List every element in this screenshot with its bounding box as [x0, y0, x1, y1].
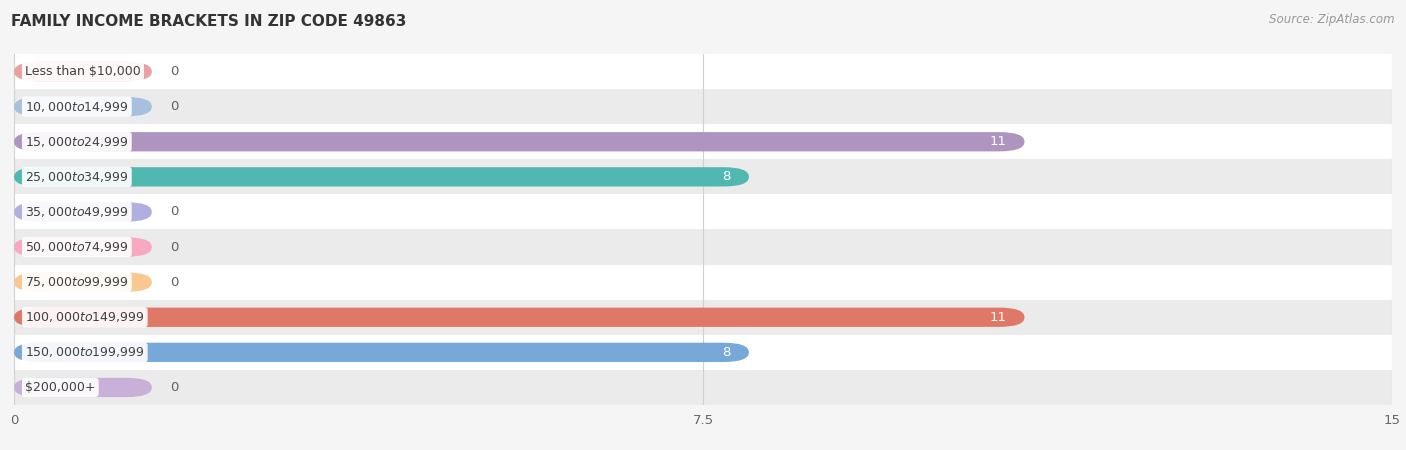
Text: 11: 11: [990, 311, 1007, 324]
Text: Less than $10,000: Less than $10,000: [25, 65, 141, 78]
Text: $35,000 to $49,999: $35,000 to $49,999: [25, 205, 128, 219]
FancyBboxPatch shape: [14, 62, 152, 81]
Bar: [14, 230, 1392, 265]
Text: $25,000 to $34,999: $25,000 to $34,999: [25, 170, 128, 184]
Text: $100,000 to $149,999: $100,000 to $149,999: [25, 310, 145, 324]
Text: 0: 0: [170, 381, 179, 394]
Text: $10,000 to $14,999: $10,000 to $14,999: [25, 99, 128, 114]
Bar: [14, 159, 1392, 194]
FancyBboxPatch shape: [14, 308, 1025, 327]
Bar: [14, 124, 1392, 159]
Bar: [14, 54, 1392, 89]
Text: FAMILY INCOME BRACKETS IN ZIP CODE 49863: FAMILY INCOME BRACKETS IN ZIP CODE 49863: [11, 14, 406, 28]
Text: $50,000 to $74,999: $50,000 to $74,999: [25, 240, 128, 254]
FancyBboxPatch shape: [14, 378, 152, 397]
Text: 0: 0: [170, 65, 179, 78]
Text: $75,000 to $99,999: $75,000 to $99,999: [25, 275, 128, 289]
FancyBboxPatch shape: [14, 167, 749, 186]
Text: 0: 0: [170, 206, 179, 218]
Text: $150,000 to $199,999: $150,000 to $199,999: [25, 345, 145, 360]
Text: 0: 0: [170, 241, 179, 253]
Text: $15,000 to $24,999: $15,000 to $24,999: [25, 135, 128, 149]
FancyBboxPatch shape: [14, 202, 152, 221]
FancyBboxPatch shape: [14, 343, 749, 362]
Text: 0: 0: [170, 100, 179, 113]
Text: 8: 8: [723, 346, 731, 359]
Bar: [14, 89, 1392, 124]
Text: $200,000+: $200,000+: [25, 381, 96, 394]
Text: 8: 8: [723, 171, 731, 183]
FancyBboxPatch shape: [14, 273, 152, 292]
FancyBboxPatch shape: [14, 238, 152, 256]
Bar: [14, 194, 1392, 230]
Text: Source: ZipAtlas.com: Source: ZipAtlas.com: [1270, 14, 1395, 27]
Bar: [14, 265, 1392, 300]
FancyBboxPatch shape: [14, 132, 1025, 151]
Bar: [14, 370, 1392, 405]
Bar: [14, 300, 1392, 335]
Text: 11: 11: [990, 135, 1007, 148]
FancyBboxPatch shape: [14, 97, 152, 116]
Text: 0: 0: [170, 276, 179, 288]
Bar: [14, 335, 1392, 370]
